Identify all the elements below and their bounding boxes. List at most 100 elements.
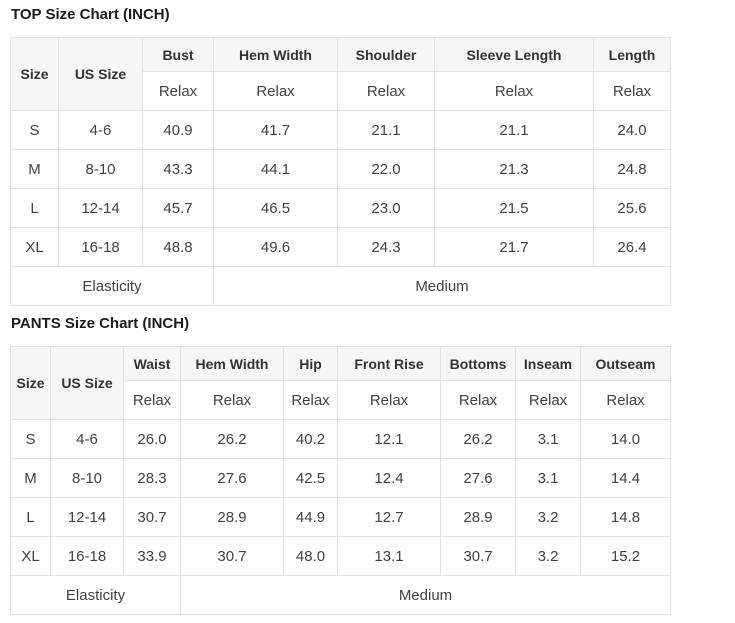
us-size-cell: 16-18: [50, 536, 124, 576]
elasticity-label-cell: Elasticity: [10, 575, 181, 615]
measurement-cell: 26.0: [123, 419, 181, 459]
measurement-cell: 21.3: [434, 149, 594, 189]
measure-column-header: Sleeve Length: [434, 37, 594, 72]
measurement-cell: 21.1: [434, 110, 594, 150]
elasticity-value-cell: Medium: [213, 266, 671, 306]
measure-column-header: Inseam: [515, 346, 581, 381]
measurement-cell: 12.1: [337, 419, 441, 459]
measurement-cell: 48.0: [283, 536, 338, 576]
size-row-m: M 8-10 43.3 44.1 22.0 21.3 24.8: [10, 149, 671, 189]
measurement-cell: 48.8: [142, 227, 214, 267]
size-label-cell: M: [10, 458, 51, 498]
measure-column-header: Length: [593, 37, 671, 72]
measure-column-header: Outseam: [580, 346, 671, 381]
us-size-cell: 12-14: [50, 497, 124, 537]
measurement-cell: 14.8: [580, 497, 671, 537]
measurement-cell: 21.5: [434, 188, 594, 228]
measurement-cell: 28.9: [180, 497, 284, 537]
top-size-chart-table: Size US Size Bust Hem Width Shoulder Sleeve L…: [10, 37, 671, 306]
measurement-cell: 3.1: [515, 458, 581, 498]
size-label-cell: XL: [10, 536, 51, 576]
size-label-cell: L: [10, 497, 51, 537]
measurement-cell: 26.2: [440, 419, 516, 459]
size-column-header: Size: [10, 37, 59, 111]
size-label-cell: L: [10, 188, 59, 228]
size-label-cell: M: [10, 149, 59, 189]
us-size-cell: 8-10: [58, 149, 143, 189]
us-size-column-header: US Size: [50, 346, 124, 420]
measurement-cell: 3.1: [515, 419, 581, 459]
measurement-cell: 22.0: [337, 149, 435, 189]
size-row-xl: XL 16-18 48.8 49.6 24.3 21.7 26.4: [10, 227, 671, 267]
measurement-cell: 41.7: [213, 110, 338, 150]
measurement-cell: 40.2: [283, 419, 338, 459]
size-row-xl: XL 16-18 33.9 30.7 48.0 13.1 30.7 3.2 15.2: [10, 536, 671, 576]
size-row-m: M 8-10 28.3 27.6 42.5 12.4 27.6 3.1 14.4: [10, 458, 671, 498]
fit-type-cell: Relax: [440, 380, 516, 420]
measurement-cell: 33.9: [123, 536, 181, 576]
fit-type-cell: Relax: [593, 71, 671, 111]
pants-size-chart-section: PANTS Size Chart (INCH) Size US Size Waist…: [10, 312, 735, 615]
size-label-cell: S: [10, 110, 59, 150]
measurement-cell: 12.7: [337, 497, 441, 537]
measure-column-header: Shoulder: [337, 37, 435, 72]
elasticity-row: Elasticity Medium: [10, 575, 671, 615]
measurement-cell: 21.7: [434, 227, 594, 267]
measure-column-header: Bust: [142, 37, 214, 72]
measurement-cell: 3.2: [515, 497, 581, 537]
top-size-chart-title: TOP Size Chart (INCH): [11, 6, 170, 23]
fit-type-cell: Relax: [434, 71, 594, 111]
pants-size-chart-table: Size US Size Waist Hem Width Hip Front Rise Bo…: [10, 346, 671, 615]
elasticity-label-cell: Elasticity: [10, 266, 214, 306]
measurement-cell: 24.3: [337, 227, 435, 267]
elasticity-row: Elasticity Medium: [10, 266, 671, 306]
us-size-cell: 4-6: [50, 419, 124, 459]
measurement-cell: 26.4: [593, 227, 671, 267]
measurement-cell: 30.7: [180, 536, 284, 576]
measurement-cell: 24.8: [593, 149, 671, 189]
size-row-l: L 12-14 30.7 28.9 44.9 12.7 28.9 3.2 14.8: [10, 497, 671, 537]
measure-column-header: Front Rise: [337, 346, 441, 381]
fit-type-cell: Relax: [283, 380, 338, 420]
us-size-column-header: US Size: [58, 37, 143, 111]
fit-type-cell: Relax: [337, 71, 435, 111]
measure-column-header: Hip: [283, 346, 338, 381]
fit-type-cell: Relax: [123, 380, 181, 420]
measurement-cell: 21.1: [337, 110, 435, 150]
measurement-cell: 46.5: [213, 188, 338, 228]
measurement-cell: 44.9: [283, 497, 338, 537]
measurement-cell: 12.4: [337, 458, 441, 498]
fit-type-cell: Relax: [580, 380, 671, 420]
size-row-l: L 12-14 45.7 46.5 23.0 21.5 25.6: [10, 188, 671, 228]
measurement-cell: 3.2: [515, 536, 581, 576]
fit-type-cell: Relax: [213, 71, 338, 111]
fit-type-cell: Relax: [515, 380, 581, 420]
us-size-cell: 8-10: [50, 458, 124, 498]
measurement-cell: 27.6: [180, 458, 284, 498]
top-size-chart-section: TOP Size Chart (INCH) Size US Size Bust Hem…: [10, 3, 735, 306]
measurement-cell: 45.7: [142, 188, 214, 228]
pants-size-chart-title: PANTS Size Chart (INCH): [11, 315, 190, 332]
us-size-cell: 12-14: [58, 188, 143, 228]
us-size-cell: 4-6: [58, 110, 143, 150]
measurement-cell: 14.0: [580, 419, 671, 459]
measurement-cell: 30.7: [440, 536, 516, 576]
measurement-cell: 49.6: [213, 227, 338, 267]
measure-column-header: Waist: [123, 346, 181, 381]
measurement-cell: 28.9: [440, 497, 516, 537]
fit-type-cell: Relax: [142, 71, 214, 111]
measurement-cell: 26.2: [180, 419, 284, 459]
fit-type-cell: Relax: [180, 380, 284, 420]
measure-column-header: Hem Width: [213, 37, 338, 72]
size-row-s: S 4-6 40.9 41.7 21.1 21.1 24.0: [10, 110, 671, 150]
measurement-cell: 23.0: [337, 188, 435, 228]
measurement-cell: 40.9: [142, 110, 214, 150]
size-column-header: Size: [10, 346, 51, 420]
measurement-cell: 42.5: [283, 458, 338, 498]
us-size-cell: 16-18: [58, 227, 143, 267]
measure-column-header: Hem Width: [180, 346, 284, 381]
measure-column-header: Bottoms: [440, 346, 516, 381]
size-label-cell: S: [10, 419, 51, 459]
measurement-cell: 27.6: [440, 458, 516, 498]
